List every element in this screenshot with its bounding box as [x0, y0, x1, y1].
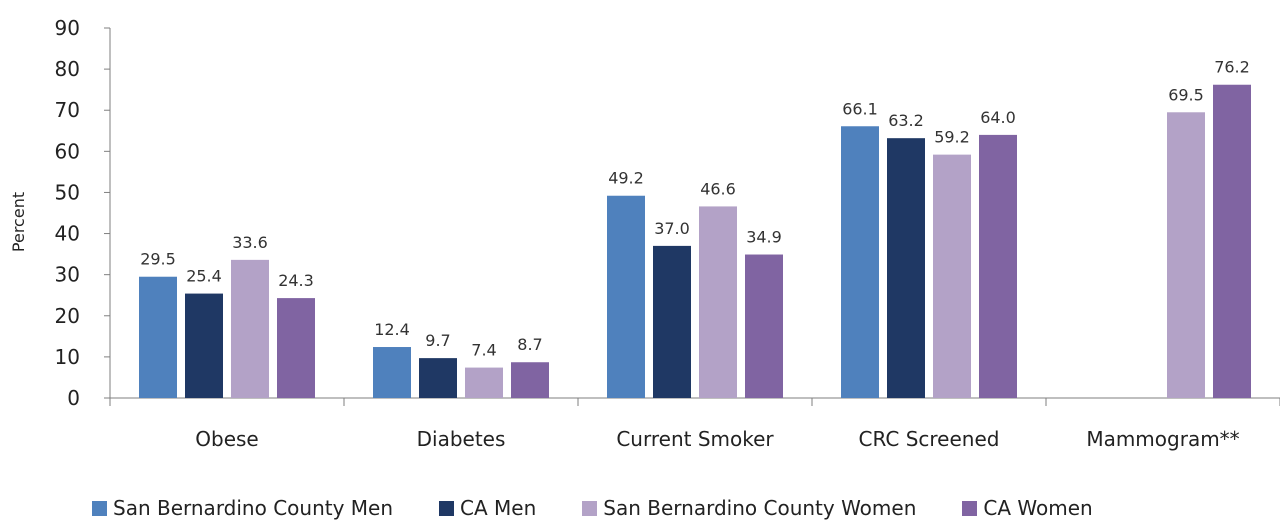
- x-category-label: Current Smoker: [616, 427, 774, 451]
- y-axis-label: Percent: [9, 192, 28, 252]
- y-tick-label: 0: [67, 386, 80, 410]
- bar: [653, 245, 691, 398]
- bar: [465, 367, 503, 398]
- bar: [511, 362, 549, 398]
- y-tick-label: 90: [55, 16, 80, 40]
- bar-chart: 0 10 20 30 40 50 60 70 80 90 Obese Diabetes Current…: [9, 16, 1280, 451]
- bar-value-label: 46.6: [700, 179, 736, 198]
- y-tick-label: 30: [55, 263, 80, 287]
- bar-value-label: 12.4: [374, 320, 410, 339]
- bar-value-label: 49.2: [608, 169, 644, 188]
- bar-value-label: 24.3: [278, 271, 314, 290]
- x-category-label: Diabetes: [417, 427, 506, 451]
- legend-swatch: [439, 500, 455, 516]
- y-tick-label: 10: [55, 345, 80, 369]
- legend-item: San Bernardino County Men: [92, 496, 393, 520]
- x-category-label: CRC Screened: [859, 427, 1000, 451]
- legend-swatch: [962, 500, 978, 516]
- data-labels: 29.5 25.4 33.6 24.3 12.4 9.7 7.4 8.7 49.2 37.0 46.…: [140, 58, 1250, 360]
- bar: [887, 138, 925, 398]
- bar: [841, 126, 879, 398]
- bar: [277, 298, 315, 398]
- legend-swatch: [582, 500, 598, 516]
- bar: [373, 347, 411, 398]
- bar: [979, 134, 1017, 398]
- bar: [1213, 84, 1251, 398]
- bar: [231, 259, 269, 398]
- y-tick-label: 80: [55, 57, 80, 81]
- bar: [419, 358, 457, 398]
- bar: [607, 195, 645, 398]
- legend: San Bernardino County Men CA Men San Berna…: [92, 496, 1093, 520]
- y-tick-label: 70: [55, 98, 80, 122]
- bar-value-label: 64.0: [980, 108, 1016, 127]
- legend-item: San Bernardino County Women: [582, 496, 916, 520]
- bar-value-label: 63.2: [888, 111, 924, 130]
- bar-value-label: 29.5: [140, 250, 176, 269]
- bar-value-label: 25.4: [186, 267, 222, 286]
- bar-value-label: 7.4: [471, 341, 496, 360]
- x-category-label: Obese: [195, 427, 258, 451]
- bar-value-label: 37.0: [654, 219, 690, 238]
- legend-label: CA Women: [983, 496, 1093, 520]
- legend-label: CA Men: [460, 496, 537, 520]
- x-category-label: Mammogram**: [1086, 427, 1239, 451]
- legend-item: CA Men: [439, 496, 536, 520]
- x-axis: Obese Diabetes Current Smoker CRC Screened M…: [109, 397, 1280, 451]
- bar: [933, 154, 971, 398]
- bars: [139, 84, 1251, 399]
- bar-value-label: 69.5: [1168, 85, 1204, 104]
- y-tick-label: 60: [55, 139, 80, 163]
- y-axis: 0 10 20 30 40 50 60 70 80 90: [55, 16, 111, 410]
- bar: [139, 276, 177, 398]
- bar: [699, 206, 737, 398]
- legend-item: CA Women: [962, 496, 1093, 520]
- bar-value-label: 66.1: [842, 99, 878, 118]
- legend-label: San Bernardino County Women: [603, 496, 917, 520]
- bar-value-label: 33.6: [232, 233, 268, 252]
- bar-value-label: 8.7: [517, 335, 542, 354]
- y-tick-label: 50: [55, 180, 80, 204]
- bar-value-label: 9.7: [425, 331, 450, 350]
- bar-value-label: 76.2: [1214, 58, 1250, 77]
- bar: [1167, 112, 1205, 399]
- legend-label: San Bernardino County Men: [113, 496, 394, 520]
- legend-swatch: [92, 500, 107, 516]
- bar: [745, 254, 783, 398]
- bar: [185, 293, 223, 398]
- bar-value-label: 59.2: [934, 128, 970, 147]
- y-tick-label: 20: [55, 304, 80, 328]
- bar-value-label: 34.9: [746, 228, 782, 247]
- y-tick-label: 40: [55, 222, 80, 246]
